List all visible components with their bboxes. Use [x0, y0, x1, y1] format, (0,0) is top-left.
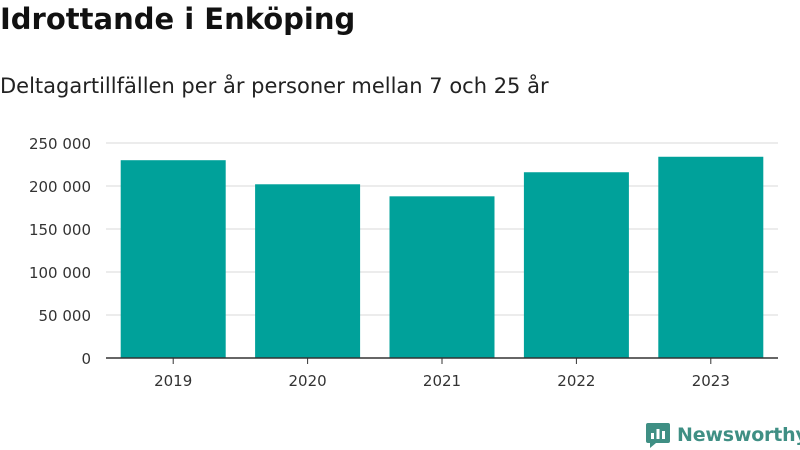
newsworthy-logo-icon — [646, 423, 670, 448]
y-tick-label: 250 000 — [29, 135, 91, 153]
bar-2021 — [389, 196, 495, 358]
chart-subtitle: Deltagartillfällen per år personer mella… — [0, 74, 549, 98]
y-tick-label: 150 000 — [29, 221, 91, 239]
x-tick-label: 2022 — [557, 372, 595, 390]
bar-2022 — [523, 172, 629, 358]
bar-2023 — [658, 156, 764, 358]
bars — [120, 156, 764, 358]
x-tick-label: 2021 — [423, 372, 461, 390]
x-tick-label: 2023 — [692, 372, 730, 390]
x-axis: 2019 2020 2021 2022 2023 — [106, 357, 778, 390]
brand-name: Newsworthy — [677, 424, 800, 446]
y-axis-labels: 0 50 000 100 000 150 000 200 000 250 000 — [29, 135, 91, 368]
x-tick-label: 2019 — [154, 372, 192, 390]
brand-logo: Newsworthy — [645, 420, 800, 450]
y-tick-label: 100 000 — [29, 264, 91, 282]
bar-2019 — [120, 160, 226, 358]
bar-chart: 0 50 000 100 000 150 000 200 000 250 000 2019… — [29, 135, 778, 390]
bar-2020 — [255, 184, 361, 358]
y-tick-label: 50 000 — [39, 307, 92, 325]
y-tick-label: 0 — [81, 350, 91, 368]
x-tick-label: 2020 — [289, 372, 327, 390]
y-tick-label: 200 000 — [29, 178, 91, 196]
chart-title: Idrottande i Enköping — [0, 2, 356, 36]
